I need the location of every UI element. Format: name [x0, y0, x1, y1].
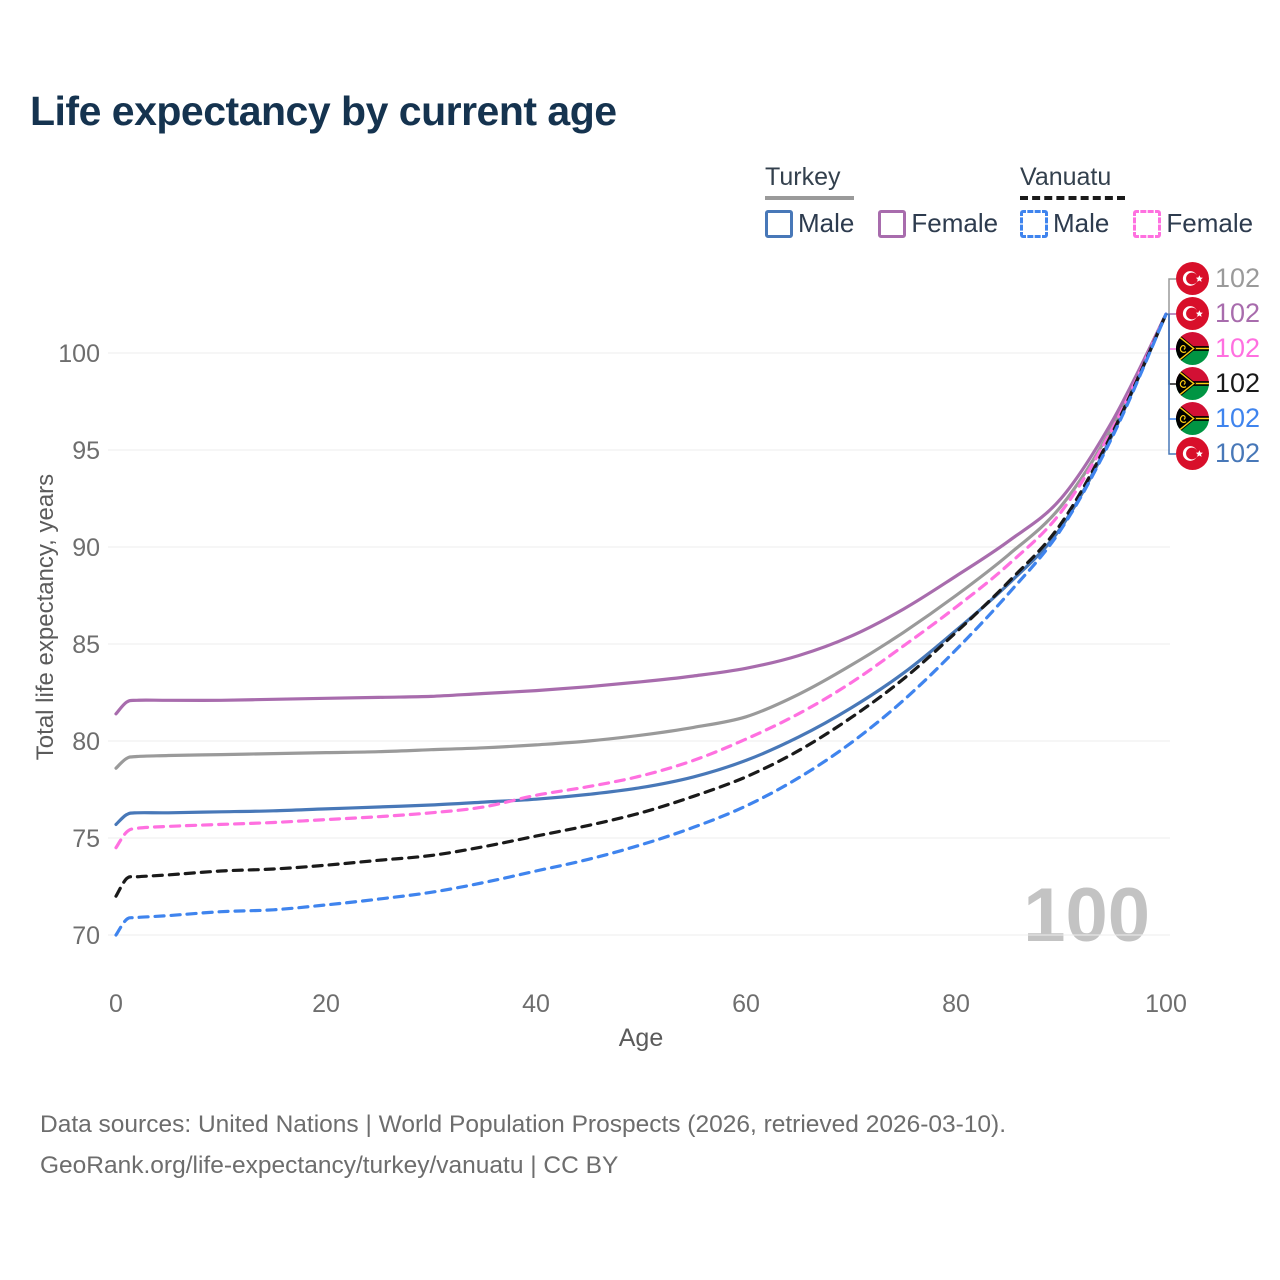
source-line-2: GeoRank.org/life-expectancy/turkey/vanua…	[40, 1152, 619, 1179]
series-line-turkey_total[interactable]	[114, 312, 1168, 770]
turkey-flag-icon	[1176, 437, 1209, 470]
y-tick-label: 95	[72, 437, 100, 465]
x-tick-label: 20	[312, 990, 340, 1018]
x-tick-label: 60	[732, 990, 760, 1018]
end-label-value: 102	[1215, 333, 1261, 363]
leader-line	[1166, 313, 1176, 350]
end-label-row-vanuatu_total[interactable]: 102	[1176, 367, 1260, 400]
vanuatu-flag-icon	[1176, 367, 1209, 400]
series-line-vanuatu_total[interactable]	[114, 312, 1168, 898]
vanuatu-flag-icon	[1176, 402, 1209, 435]
end-label-row-turkey_male[interactable]: 102	[1176, 437, 1260, 470]
page-title: Life expectancy by current age	[30, 88, 617, 134]
legend-item-turkey-male[interactable]: Male	[765, 208, 854, 239]
legend-group-turkey: Turkey Male Female	[765, 163, 1022, 239]
vanuatu-flag-icon	[1176, 332, 1209, 365]
series-line-turkey_female[interactable]	[114, 312, 1168, 716]
x-axis-title: Age	[618, 1024, 664, 1052]
x-tick-label: 100	[1145, 990, 1187, 1018]
x-tick-label: 40	[522, 990, 550, 1018]
end-label-value: 102	[1215, 368, 1261, 398]
y-tick-label: 75	[72, 825, 100, 853]
source-note: Data sources: United Nations | World Pop…	[40, 1104, 1006, 1186]
legend-swatch-vanuatu-female	[1133, 209, 1162, 238]
source-line-1: Data sources: United Nations | World Pop…	[40, 1111, 1007, 1138]
legend-item-label: Female	[911, 208, 999, 238]
legend-swatch-vanuatu-male	[1020, 209, 1048, 238]
y-tick-label: 90	[72, 534, 100, 562]
y-tick-label: 100	[58, 340, 100, 368]
legend-item-label: Male	[1053, 208, 1110, 238]
end-label-value: 102	[1215, 298, 1261, 328]
legend-item-vanuatu-female[interactable]: Female	[1133, 208, 1253, 239]
legend-group-vanuatu: Vanuatu Male Female	[1020, 163, 1277, 239]
turkey-flag-icon	[1176, 297, 1209, 330]
legend-item-label: Male	[798, 208, 855, 238]
legend-item-turkey-female[interactable]: Female	[878, 208, 998, 239]
series-line-vanuatu_male[interactable]	[114, 312, 1168, 937]
x-tick-label: 80	[942, 990, 970, 1018]
series-line-vanuatu_female[interactable]	[114, 312, 1168, 850]
leader-line	[1166, 313, 1176, 420]
end-label-row-vanuatu_male[interactable]: 102	[1176, 402, 1260, 435]
y-tick-label: 80	[72, 728, 100, 756]
legend-item-vanuatu-male[interactable]: Male	[1020, 208, 1109, 239]
end-label-value: 102	[1215, 263, 1261, 293]
series-line-turkey_male[interactable]	[114, 312, 1168, 826]
legend-swatch-turkey-male	[765, 209, 793, 238]
leader-line	[1166, 278, 1176, 315]
legend-group-title-turkey[interactable]: Turkey	[765, 163, 855, 200]
end-label-value: 102	[1215, 403, 1261, 433]
legend-group-title-vanuatu[interactable]: Vanuatu	[1020, 163, 1126, 200]
legend-item-label: Female	[1166, 208, 1254, 238]
y-axis-title: Total life expectancy, years	[32, 473, 59, 761]
legend-swatch-turkey-female	[878, 209, 907, 238]
y-tick-label: 70	[72, 922, 100, 950]
hover-age-watermark: 100	[1023, 873, 1150, 958]
end-label-value: 102	[1215, 438, 1261, 468]
y-tick-label: 85	[72, 631, 100, 659]
end-label-row-turkey_total[interactable]: 102	[1176, 262, 1260, 295]
leader-line	[1166, 313, 1176, 455]
turkey-flag-icon	[1176, 262, 1209, 295]
x-tick-label: 0	[109, 990, 123, 1018]
end-label-row-turkey_female[interactable]: 102	[1176, 297, 1260, 330]
end-label-row-vanuatu_female[interactable]: 102	[1176, 332, 1260, 365]
